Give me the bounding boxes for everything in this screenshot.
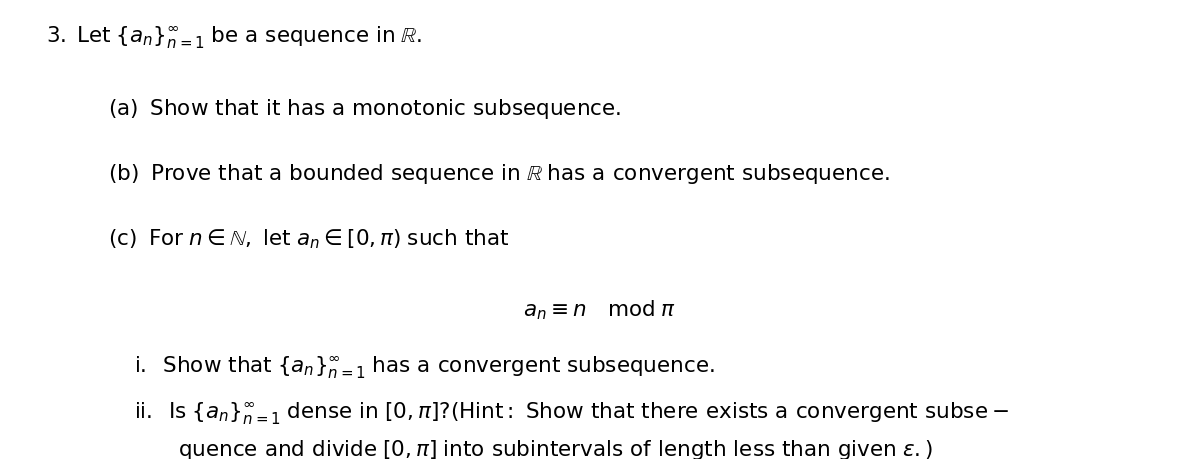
Text: $\mathrm{quence\ and\ divide}\;[0,\pi]\;\mathrm{into\ subintervals\ of\ length\ : $\mathrm{quence\ and\ divide}\;[0,\pi]\;… — [178, 437, 934, 459]
Text: $\mathrm{(c)\;\;For}\;n\in\mathbb{N}\mathrm{,\ let}\;a_n\in[0,\pi)\;\mathrm{such: $\mathrm{(c)\;\;For}\;n\in\mathbb{N}\mat… — [108, 227, 509, 250]
Text: $\mathrm{(b)\;\;Prove\ that\ a\ bounded\ sequence\ in}\;\mathbb{R}\;\mathrm{has\: $\mathrm{(b)\;\;Prove\ that\ a\ bounded\… — [108, 162, 890, 185]
Text: $\mathrm{(a)\;\;Show\ that\ it\ has\ a\ monotonic\ subsequence.}$: $\mathrm{(a)\;\;Show\ that\ it\ has\ a\ … — [108, 96, 622, 120]
Text: $a_n\equiv n\quad\mathrm{mod}\;\pi$: $a_n\equiv n\quad\mathrm{mod}\;\pi$ — [523, 297, 677, 321]
Text: $\mathrm{i.\;\;Show\ that}\;\{a_n\}_{n=1}^{\infty}\;\mathrm{has\ a\ convergent\ : $\mathrm{i.\;\;Show\ that}\;\{a_n\}_{n=1… — [134, 354, 715, 381]
Text: $3.\;\mathrm{Let}\;\{a_n\}_{n=1}^{\infty}\;\mathrm{be\ a\ sequence\ in}\;\mathbb: $3.\;\mathrm{Let}\;\{a_n\}_{n=1}^{\infty… — [46, 25, 421, 51]
Text: $\mathrm{ii.\;\;Is}\;\{a_n\}_{n=1}^{\infty}\;\mathrm{dense\ in}\;[0,\pi]\mathrm{: $\mathrm{ii.\;\;Is}\;\{a_n\}_{n=1}^{\inf… — [134, 400, 1009, 426]
